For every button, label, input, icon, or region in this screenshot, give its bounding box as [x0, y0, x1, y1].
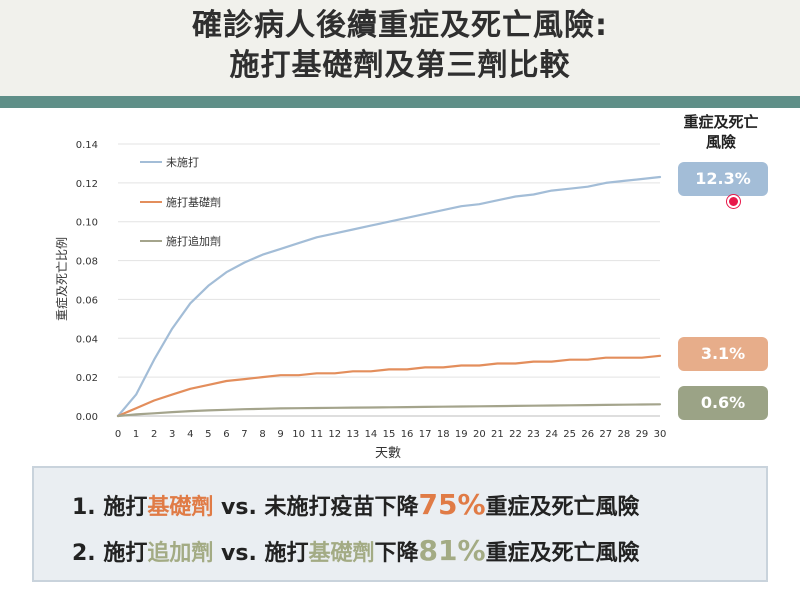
x-tick-label: 27	[599, 429, 612, 440]
risk-badge-primary: 3.1%	[678, 337, 768, 371]
summary-2-text-a: 施打	[103, 541, 148, 566]
x-tick-label: 14	[365, 429, 378, 440]
y-axis-label: 重症及死亡比例	[54, 237, 69, 321]
summary-1-text-a: 施打	[103, 495, 148, 520]
x-tick-label: 12	[328, 429, 341, 440]
x-tick-label: 23	[527, 429, 540, 440]
x-tick-label: 11	[310, 429, 323, 440]
x-tick-label: 15	[383, 429, 396, 440]
summary-2-highlight-a: 追加劑	[147, 541, 214, 566]
legend-label: 施打追加劑	[166, 234, 221, 248]
title-line-2: 施打基礎劑及第三劑比較	[229, 48, 571, 83]
summary-2-text-b: vs. 施打	[213, 541, 309, 566]
x-tick-label: 10	[292, 429, 305, 440]
pointer-dot-icon	[727, 195, 740, 208]
x-tick-label: 24	[545, 429, 558, 440]
summary-2-text-d: 重症及死亡風險	[485, 541, 640, 566]
header-divider	[0, 96, 800, 108]
x-tick-label: 16	[401, 429, 414, 440]
series-line-2	[116, 354, 662, 418]
series-line-3	[116, 403, 662, 418]
y-tick-label: 0.04	[76, 334, 98, 345]
x-tick-label: 21	[491, 429, 504, 440]
x-tick-label: 17	[419, 429, 432, 440]
header-banner: 確診病人後續重症及死亡風險: 施打基礎劑及第三劑比較	[0, 0, 800, 96]
legend-label: 未施打	[166, 155, 199, 169]
summary-2-percent: 81%	[418, 534, 486, 567]
x-tick-label: 18	[437, 429, 450, 440]
x-tick-label: 5	[205, 429, 211, 440]
y-tick-label: 0.06	[76, 295, 98, 306]
y-tick-label: 0.00	[76, 412, 98, 423]
summary-1-text-b: vs. 未施打疫苗下降	[213, 495, 419, 520]
chart-grid	[118, 143, 660, 378]
summary-1-text-c: 重症及死亡風險	[485, 495, 640, 520]
summary-line-1: 1. 施打基礎劑 vs. 未施打疫苗下降75%重症及死亡風險	[72, 488, 640, 521]
x-tick-label: 3	[169, 429, 175, 440]
x-tick-label: 20	[473, 429, 486, 440]
x-tick-label: 22	[509, 429, 522, 440]
x-tick-label: 25	[563, 429, 576, 440]
risk-title-line-1: 重症及死亡	[683, 113, 759, 131]
x-axis-label: 天數	[375, 446, 401, 461]
summary-2-number: 2.	[72, 541, 96, 566]
summary-line-2: 2. 施打追加劑 vs. 施打基礎劑下降81%重症及死亡風險	[72, 534, 640, 567]
y-tick-label: 0.08	[76, 257, 98, 268]
risk-title-line-2: 風險	[705, 133, 736, 151]
x-tick-label: 6	[223, 429, 229, 440]
x-tick-label: 0	[115, 429, 121, 440]
y-tick-label: 0.02	[76, 373, 98, 384]
series-line-1	[116, 175, 662, 418]
summary-1-highlight: 基礎劑	[147, 495, 214, 520]
x-tick-label: 2	[151, 429, 157, 440]
summary-1-number: 1.	[72, 495, 96, 520]
x-tick-label: 26	[581, 429, 594, 440]
summary-2-text-c: 下降	[374, 541, 419, 566]
summary-2-highlight-b: 基礎劑	[308, 541, 375, 566]
x-tick-label: 9	[277, 429, 283, 440]
x-tick-label: 4	[187, 429, 193, 440]
x-tick-label: 28	[617, 429, 630, 440]
risk-panel-title: 重症及死亡 風險	[668, 112, 774, 152]
chart-axes: 0.000.020.040.060.080.100.120.140 1 2 3 4 5 6 7…	[76, 140, 667, 440]
title-line-1: 確診病人後續重症及死亡風險:	[192, 8, 608, 43]
x-tick-label: 8	[259, 429, 265, 440]
y-tick-label: 0.10	[76, 218, 98, 229]
x-tick-label: 19	[455, 429, 468, 440]
x-tick-label: 7	[241, 429, 247, 440]
risk-badge-unvaccinated: 12.3%	[678, 162, 768, 196]
chart-series	[116, 175, 662, 418]
x-tick-label: 29	[636, 429, 649, 440]
y-tick-label: 0.12	[76, 179, 98, 190]
x-tick-label: 30	[654, 429, 667, 440]
x-tick-label: 1	[133, 429, 139, 440]
line-chart: 0.000.020.040.060.080.100.120.140 1 2 3 4 5 6 7…	[54, 140, 667, 461]
legend-label: 施打基礎劑	[166, 195, 221, 209]
y-tick-label: 0.14	[76, 140, 98, 151]
summary-1-percent: 75%	[418, 488, 486, 521]
x-tick-label: 13	[346, 429, 359, 440]
summary-box: 1. 施打基礎劑 vs. 未施打疫苗下降75%重症及死亡風險 2. 施打追加劑 …	[32, 466, 768, 582]
risk-badge-booster: 0.6%	[678, 386, 768, 420]
